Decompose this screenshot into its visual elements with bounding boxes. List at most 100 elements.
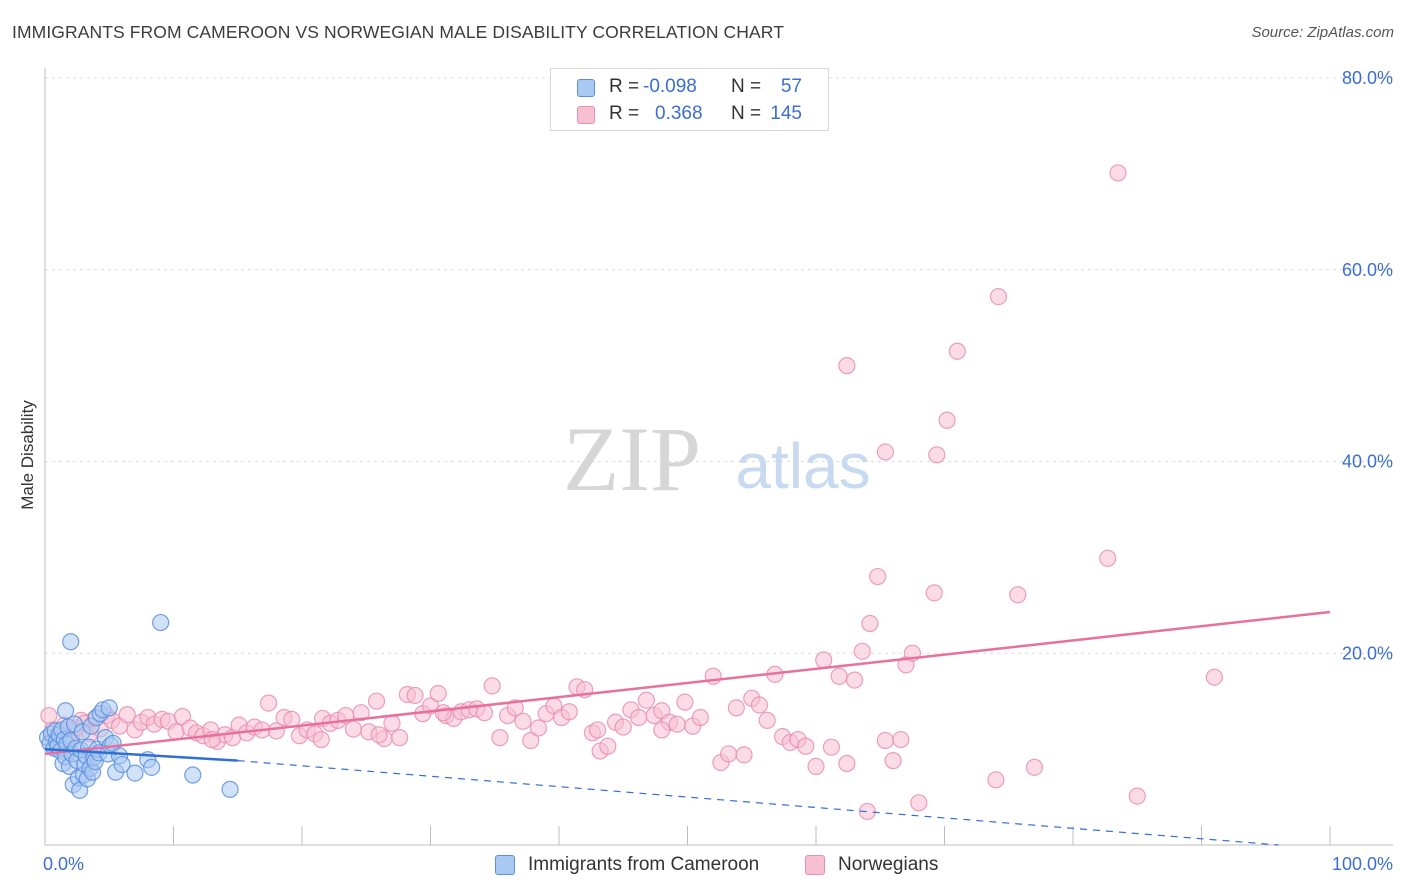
norwegian-point [987,771,1005,789]
norwegian-point [1025,758,1044,776]
watermark-zip: ZIP [563,408,701,510]
norwegian-point [1205,668,1223,686]
norwegian-point [614,718,632,736]
cameroon-trend-line [44,747,238,762]
norwegian-point [845,671,864,689]
x-tick-label: 0.0% [43,854,84,874]
norwegian-point [599,737,617,755]
norwegian-point [830,667,848,685]
n-label: N = [731,76,762,97]
cameroon-trend-extension [237,760,1279,846]
norwegian-point [118,706,136,724]
norwegian-point [630,708,648,727]
gridlines [45,77,1393,654]
norwegian-point [40,706,58,725]
norwegian-point [560,703,578,721]
norwegian-point [352,704,370,722]
legend-label: Norwegians [838,854,939,875]
norwegian-point [758,711,776,729]
n-value: 57 [780,76,802,97]
cameroon-point [152,613,170,632]
norwegian-point [910,794,928,812]
cameroon-point [62,633,80,651]
stats-row-cameroon: R = -0.098 N = 57 [551,73,828,101]
norwegian-point [691,708,709,727]
r-label: R = [609,76,640,97]
norwegian-point [370,726,388,744]
norwegian-point [1109,164,1127,182]
norwegian-point [653,721,671,739]
norwegian-point [869,567,887,586]
norwegian-point [735,746,753,764]
norwegian-point [344,720,362,738]
norwegian-point [727,699,745,717]
norwegian-point [259,694,278,712]
norwegian-point [406,686,424,705]
n-label: N = [731,103,762,124]
n-value: 145 [770,103,802,124]
norwegian-point [1009,586,1027,604]
r-label: R = [609,103,640,124]
norwegian-point [876,443,894,461]
norwegian-point [807,757,825,775]
r-value: -0.098 [643,76,697,97]
cameroon-point [126,764,144,782]
cameroon-point [221,780,239,798]
norwegian-point [750,696,769,714]
norwegian-point [588,721,607,739]
norwegians-trend-line [44,610,1331,756]
chart-title: IMMIGRANTS FROM CAMEROON VS NORWEGIAN MA… [12,22,785,42]
cameroon-point [113,755,131,774]
norwegian-point [312,730,330,749]
norwegian-point [1099,549,1117,567]
norwegian-point [529,719,548,737]
norwegian-point [948,342,966,360]
norwegian-point [514,712,532,730]
norwegian-point [861,614,879,633]
norwegian-point [925,584,943,602]
cameroon-point [184,766,202,784]
data-points [38,164,1223,821]
norwegian-point [522,731,540,750]
x-tick-label: 100.0% [1332,854,1393,874]
norwegian-point [928,446,946,464]
y-tick-label: 80.0% [1342,68,1393,88]
norwegian-point [838,754,856,773]
legend: Immigrants from Cameroon Norwegians [0,850,1406,880]
blue-swatch-icon [495,855,515,875]
norwegian-point [506,699,524,717]
y-tick-label: 60.0% [1342,260,1393,280]
norwegian-point [676,693,694,711]
norwegian-point [858,802,877,821]
norwegian-point [876,731,894,750]
norwegian-point [483,677,501,695]
norwegian-point [838,357,856,375]
norwegian-point [429,684,447,703]
pink-swatch-icon [577,106,595,124]
norwegian-point [884,752,902,770]
cameroon-point [143,758,161,776]
norwegian-point [815,651,833,669]
cameroon-point [100,699,118,717]
watermark: ZIP atlas [563,408,871,510]
cameroon-point [56,702,75,720]
norwegian-point [822,738,841,756]
tick-labels: 20.0% 40.0% 60.0% 80.0% 0.0% 100.0% [43,68,1393,874]
pink-swatch-icon [805,855,825,875]
norwegian-point [797,737,815,755]
norwegian-point [938,411,956,429]
trend-lines [44,610,1331,846]
norwegian-point [167,723,185,741]
source-credit: Source: ZipAtlas.com [1251,24,1394,41]
norwegian-point [892,730,910,749]
r-value: 0.368 [655,103,703,124]
norwegian-point [367,692,386,710]
norwegian-point [853,642,871,660]
norwegian-point [989,287,1008,306]
norwegian-point [434,704,452,722]
legend-label: Immigrants from Cameroon [528,854,760,875]
y-tick-label: 20.0% [1342,643,1393,663]
norwegian-point [383,714,401,732]
norwegian-point [668,715,686,733]
